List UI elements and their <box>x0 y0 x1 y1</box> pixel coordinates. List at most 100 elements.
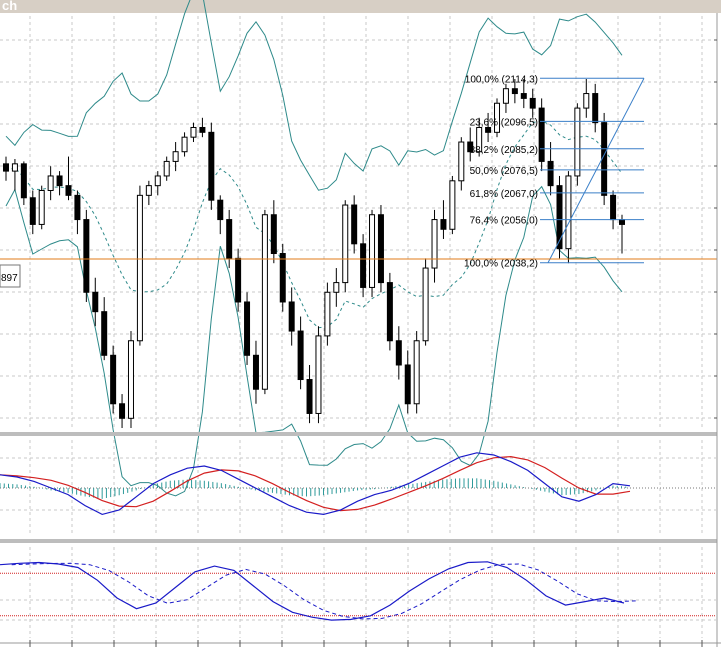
candle-body <box>127 340 134 419</box>
candle-body <box>136 194 143 342</box>
candle <box>101 297 108 361</box>
candle-body <box>467 141 474 153</box>
candle <box>20 161 27 206</box>
candle <box>422 258 429 346</box>
candle <box>92 277 99 327</box>
candle-body <box>422 267 429 342</box>
candle-body <box>65 185 72 196</box>
candle-body <box>386 282 393 342</box>
pane-separator-stochastic[interactable] <box>0 539 721 543</box>
candle-body <box>38 189 45 225</box>
candle <box>467 127 474 162</box>
candle <box>538 98 545 172</box>
candle-body <box>279 253 286 303</box>
candle <box>3 156 9 181</box>
candle-body <box>511 88 518 95</box>
candle-body <box>360 243 367 288</box>
candle-body <box>163 160 170 177</box>
candle <box>565 171 572 264</box>
candle-body <box>208 131 215 201</box>
stochastic-k-line <box>0 561 625 621</box>
candle-body <box>574 107 581 177</box>
candle-body <box>235 257 242 303</box>
candle <box>333 268 340 307</box>
candle-body <box>342 204 349 284</box>
fib-level-label: 50,0% (2076,5) <box>470 166 538 177</box>
price-axis[interactable] <box>717 13 721 647</box>
candle <box>208 122 215 210</box>
candle <box>65 156 72 201</box>
candle-body <box>377 214 384 284</box>
candle-body <box>583 93 590 109</box>
candle <box>110 345 117 414</box>
time-axis-ticks <box>29 640 703 647</box>
candle <box>342 200 349 293</box>
candle-body <box>556 185 563 250</box>
candle <box>458 137 465 191</box>
candle <box>529 88 536 118</box>
candle-body <box>619 219 625 225</box>
fib-level-label: 100,0% (2038,2) <box>464 259 538 270</box>
candle <box>404 350 411 414</box>
candle <box>360 234 367 298</box>
title-bar[interactable] <box>0 0 721 13</box>
candle-body <box>306 379 313 414</box>
candle-body <box>181 136 188 153</box>
candle <box>38 185 45 230</box>
candle-body <box>119 403 126 419</box>
candle-body <box>101 311 108 356</box>
candle-body <box>520 93 527 99</box>
candle <box>297 316 304 390</box>
candle-body <box>297 330 304 381</box>
candle <box>270 200 277 264</box>
candle <box>592 83 599 133</box>
candle <box>29 190 36 235</box>
candle-body <box>529 97 536 109</box>
candle <box>279 243 286 312</box>
bollinger-middle-band <box>5 120 623 329</box>
candle <box>145 180 152 206</box>
candle-body <box>324 291 331 337</box>
fibonacci-retracement[interactable]: 100,0% (2114,3) 23,6% (2096,5) 38,2% (2085… <box>464 74 645 270</box>
candle <box>217 195 224 235</box>
candle-body <box>11 163 18 172</box>
candle-body <box>172 151 179 162</box>
candle <box>136 185 143 346</box>
candle <box>74 190 81 235</box>
candle-body <box>315 335 322 414</box>
candle-body <box>449 180 456 230</box>
bollinger-upper-band <box>5 0 623 191</box>
stochastic-indicator <box>0 561 716 621</box>
candle-body <box>244 301 251 356</box>
candle-body <box>226 219 233 259</box>
macd-pane-grid <box>0 440 716 534</box>
fib-trend-line <box>547 78 645 263</box>
candle <box>306 364 313 424</box>
candle-body <box>413 340 420 405</box>
candle <box>154 171 161 196</box>
candle <box>395 326 402 380</box>
price-pane-grid <box>0 16 716 428</box>
candle <box>574 103 581 186</box>
candle <box>47 166 54 201</box>
candle <box>324 282 331 346</box>
pane-separator-macd[interactable] <box>0 432 721 436</box>
candle <box>163 156 170 181</box>
candle <box>502 83 509 113</box>
price-axis-ticks <box>714 39 717 419</box>
candle-body <box>395 340 402 366</box>
candle-body <box>261 214 268 390</box>
candle <box>494 98 501 138</box>
candle-body <box>29 197 36 225</box>
candle-body <box>404 364 411 405</box>
candle <box>235 248 242 312</box>
candle <box>172 142 179 172</box>
candle <box>199 117 206 138</box>
candle <box>11 158 18 191</box>
fib-level-label: 38,2% (2085,2) <box>470 145 538 156</box>
candle <box>315 326 322 424</box>
candle <box>181 132 188 157</box>
candle <box>386 272 393 351</box>
candle-body <box>252 354 259 390</box>
